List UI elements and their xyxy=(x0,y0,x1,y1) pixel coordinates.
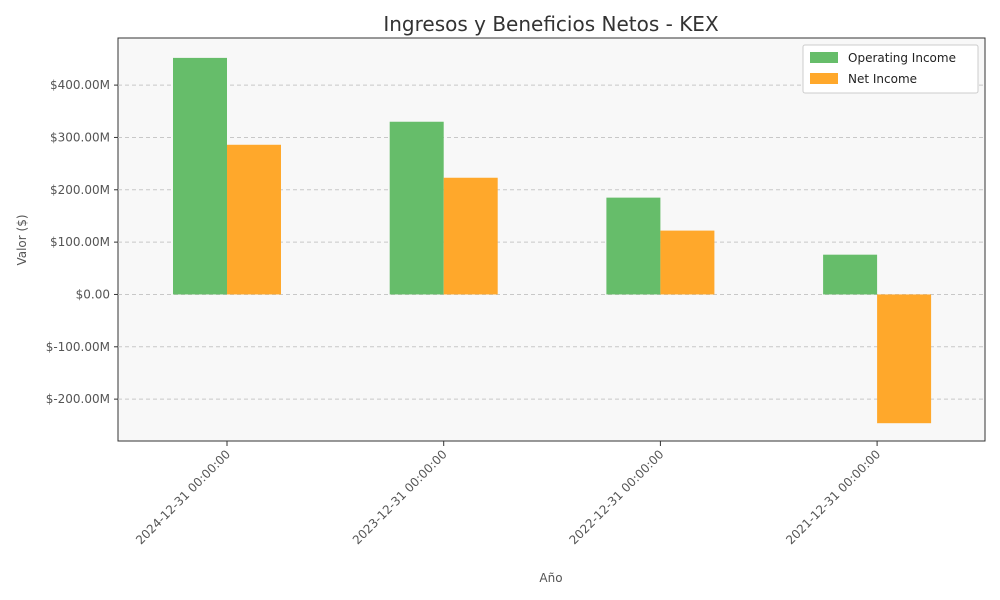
bar-net-income xyxy=(227,144,281,295)
bar-net-income xyxy=(443,177,498,295)
bar-net-income xyxy=(877,294,932,424)
x-tick-label: 2024-12-31 00:00:00 xyxy=(133,447,233,547)
chart-title: Ingresos y Beneficios Netos - KEX xyxy=(383,12,719,36)
legend-label-operating-income: Operating Income xyxy=(848,51,956,65)
y-tick-label: $100.00M xyxy=(50,235,110,249)
bar-operating-income xyxy=(173,57,227,295)
legend-swatch-net-income xyxy=(810,73,838,84)
bar-operating-income xyxy=(606,197,661,295)
y-axis-label: Valor ($) xyxy=(15,214,29,265)
bars xyxy=(173,57,932,424)
bar-operating-income xyxy=(823,254,878,295)
legend-swatch-operating-income xyxy=(810,52,838,63)
legend: Operating Income Net Income xyxy=(802,44,979,94)
bar-net-income xyxy=(660,230,715,295)
y-tick-label: $-100.00M xyxy=(46,340,110,354)
x-axis-ticks: 2024-12-31 00:00:00 2023-12-31 00:00:00 20… xyxy=(133,441,883,547)
y-axis-ticks: $-200.00M $-100.00M $0.00 $100.00M $200.00M $… xyxy=(46,78,118,406)
bar-operating-income xyxy=(389,121,444,295)
y-tick-label: $-200.00M xyxy=(46,392,110,406)
x-tick-label: 2021-12-31 00:00:00 xyxy=(783,447,883,547)
x-tick-label: 2022-12-31 00:00:00 xyxy=(566,447,666,547)
y-tick-label: $400.00M xyxy=(50,78,110,92)
x-axis-label: Año xyxy=(539,571,562,585)
y-tick-label: $0.00 xyxy=(76,287,110,301)
x-tick-label: 2023-12-31 00:00:00 xyxy=(350,447,450,547)
y-tick-label: $200.00M xyxy=(50,183,110,197)
legend-box xyxy=(802,44,979,94)
legend-label-net-income: Net Income xyxy=(848,72,917,86)
y-tick-label: $300.00M xyxy=(50,130,110,144)
